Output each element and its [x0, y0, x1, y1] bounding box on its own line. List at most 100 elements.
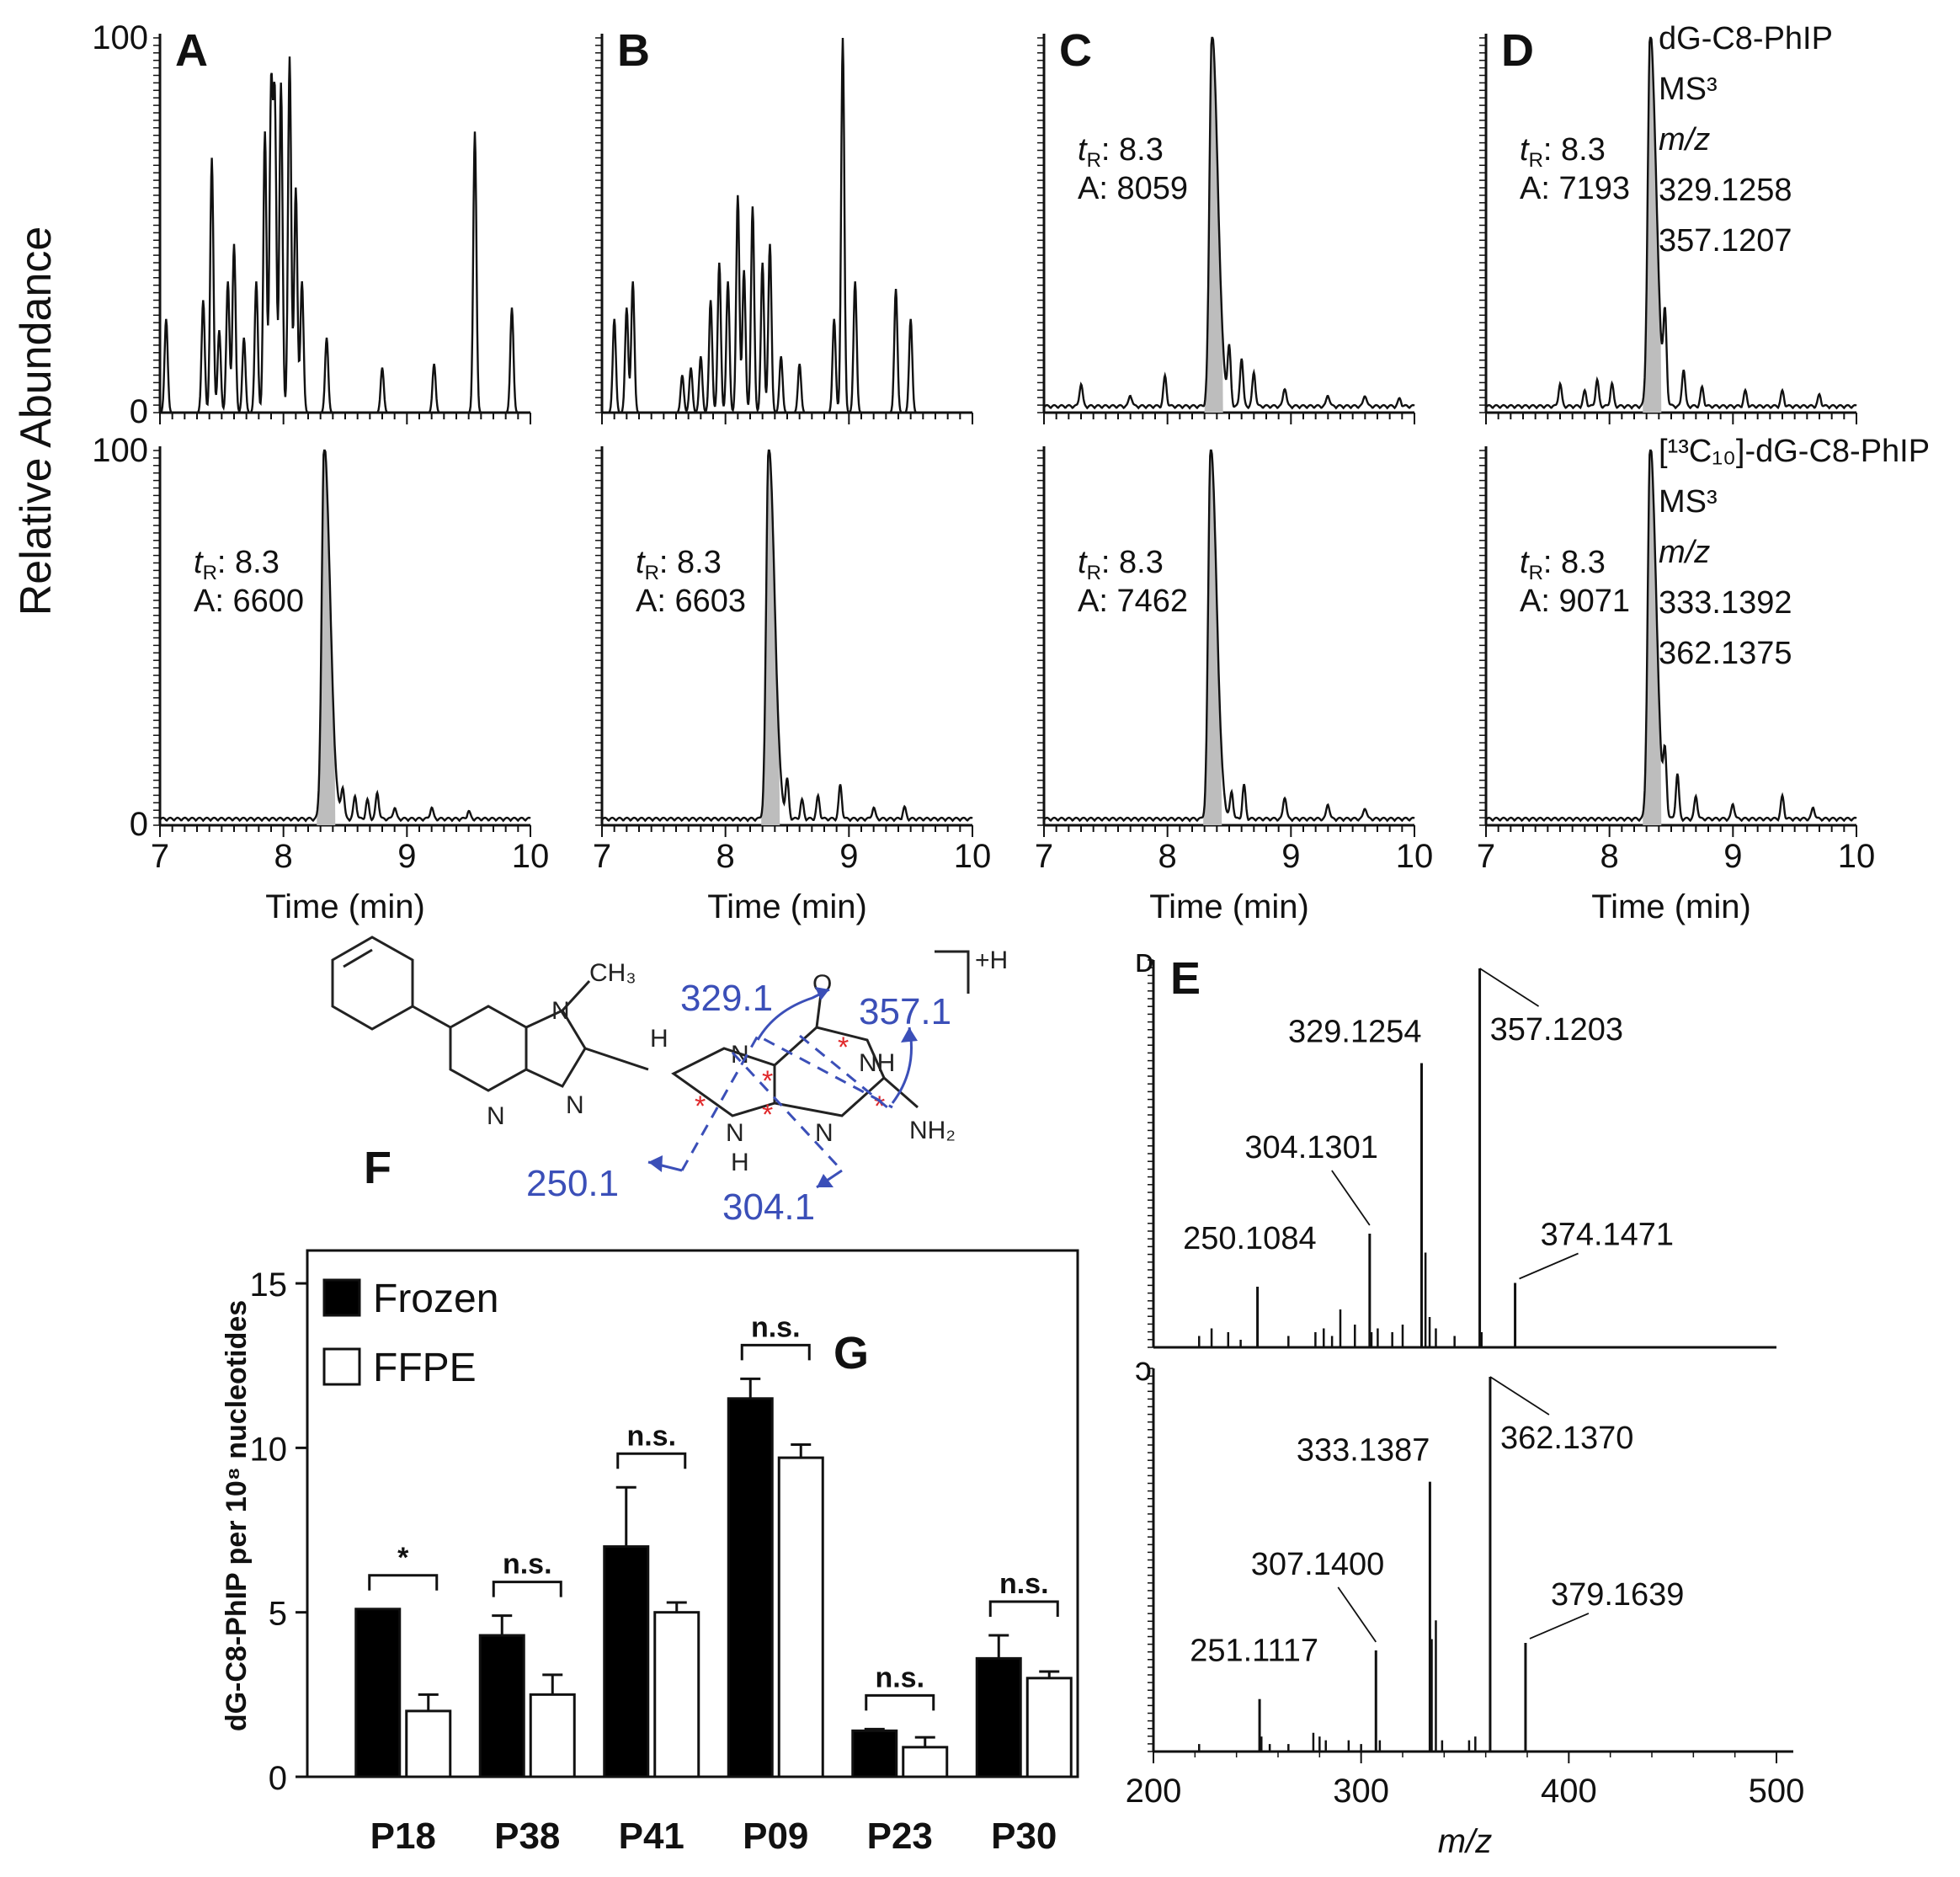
significance-bracket: [492, 1581, 562, 1597]
x-axis-title: Time (min): [265, 888, 425, 925]
y-axis-title: dG-C8-PhIP per 10⁸ nucleotides: [221, 1300, 253, 1731]
x-tick-label: 10: [1838, 838, 1876, 875]
x-tick-label: P09: [743, 1816, 808, 1857]
retention-time-label: tR: 8.3: [1078, 545, 1164, 584]
x-tick-label: 8: [1600, 838, 1619, 875]
bar-ffpe: [653, 1611, 700, 1778]
significance-label: n.s.: [875, 1661, 924, 1693]
x-tick-label: 9: [1723, 838, 1742, 875]
x-tick-label: 8: [274, 838, 293, 875]
x-tick-label: 10: [512, 838, 550, 875]
panel-letter: D: [1501, 25, 1534, 76]
legend-label: FFPE: [373, 1346, 477, 1390]
ion-trace: [602, 37, 972, 414]
peak-mz-label: 250.1084: [1183, 1221, 1317, 1256]
x-tick-label: P41: [619, 1816, 684, 1857]
peak-mz-label: 329.1254: [1288, 1015, 1422, 1050]
atom-n9: N: [726, 1119, 744, 1147]
fragment-250: 250.1: [526, 1163, 619, 1204]
retention-time-label: tR: 8.3: [194, 545, 280, 584]
x-tick-label: 7: [593, 838, 611, 875]
ion-title-line: MS³: [1659, 484, 1718, 520]
x-tick-label: 7: [1477, 838, 1495, 875]
chemical-structure: F CH₃ N N N H O NH N N H N NH₂ * * * * *: [331, 936, 1008, 1228]
legend-swatch: [322, 1347, 361, 1386]
x-tick-label: 10: [1396, 838, 1434, 875]
label-star: *: [762, 1099, 773, 1131]
carbonyl-bond: [815, 993, 823, 1028]
panel-letter: B: [617, 25, 650, 76]
x-tick-label: 9: [839, 838, 858, 875]
imidazole-ring: [525, 1009, 587, 1088]
peak-mz-label: 357.1203: [1490, 1012, 1624, 1048]
x-tick-label: 200: [1126, 1773, 1182, 1810]
bar-frozen: [851, 1729, 898, 1778]
atom-n3: N: [566, 1091, 584, 1119]
x-axis-title: m/z: [1438, 1823, 1492, 1860]
peak-area-fill: [1643, 38, 1662, 413]
peak-area-fill: [1203, 451, 1222, 825]
legend-label: Frozen: [373, 1277, 498, 1321]
ion-title-line: 362.1375: [1659, 636, 1792, 671]
label-star: *: [838, 1032, 849, 1064]
ion-trace: [1485, 36, 1857, 410]
methyl-bond: [561, 979, 591, 1012]
bar-frozen: [975, 1656, 1022, 1778]
ion-trace: [159, 449, 531, 823]
peak-mz-label: 251.1117: [1190, 1634, 1318, 1669]
significance-label: n.s.: [751, 1311, 801, 1343]
atom-n3g: N: [815, 1119, 834, 1147]
bar-ffpe: [405, 1709, 452, 1778]
significance-label: n.s.: [999, 1568, 1049, 1600]
y-tick-label: 0: [269, 1760, 287, 1797]
peak-mz-label: 374.1471: [1541, 1218, 1675, 1253]
significance-label: *: [397, 1542, 409, 1574]
amine-bond: [883, 1076, 919, 1109]
panel-letter: E: [1170, 953, 1201, 1004]
x-tick-label: 9: [397, 838, 416, 875]
ion-trace: [1043, 449, 1415, 823]
x-tick-label: P30: [991, 1816, 1057, 1857]
label-leader: [1489, 1376, 1550, 1416]
significance-bracket: [740, 1343, 811, 1361]
retention-time-label: tR: 8.3: [1078, 132, 1164, 172]
y-axis-title: Relative Abundance: [12, 227, 61, 616]
label-leader: [1519, 1252, 1579, 1280]
spectrum-corner-label: ᴅ: [1135, 942, 1153, 979]
biaryl-bond: [412, 1005, 451, 1029]
x-tick-label: P18: [370, 1816, 436, 1857]
ion-title-line: 333.1392: [1659, 585, 1792, 621]
peak-area-fill: [761, 451, 780, 825]
x-tick-label: 7: [1035, 838, 1053, 875]
ion-title-line: m/z: [1659, 535, 1710, 570]
ion-title-line: 357.1207: [1659, 223, 1792, 259]
peak-area-label: A: 6603: [636, 584, 746, 619]
fragment-357: 357.1: [859, 991, 951, 1032]
peak-mz-label: 307.1400: [1251, 1547, 1385, 1582]
ms3-spectra: Eᴅ 250.1084 304.1301 329.1254 357.1203 374.14…: [1126, 942, 1805, 1860]
peak-area-label: A: 8059: [1078, 171, 1188, 206]
y-tick-label: 100: [92, 432, 148, 469]
panel-letter: G: [834, 1328, 869, 1378]
peak-area-label: A: 7193: [1520, 171, 1630, 206]
y-tick-label: 0: [130, 806, 148, 843]
label-star: *: [874, 1090, 885, 1122]
y-tick-label: 10: [250, 1431, 288, 1468]
ion-title-line: dG-C8-PhIP: [1659, 21, 1833, 56]
peak-mz-label: 379.1639: [1551, 1577, 1685, 1613]
bar-ffpe: [902, 1746, 949, 1778]
label-leader: [1529, 1613, 1590, 1640]
peak-area-fill: [1204, 38, 1223, 413]
ion-trace: [601, 449, 973, 823]
retention-time-label: tR: 8.3: [1520, 132, 1606, 172]
ion-trace: [159, 56, 530, 414]
retention-time-label: tR: 8.3: [1520, 545, 1606, 584]
y-tick-label: 100: [92, 19, 148, 56]
label-leader: [1479, 968, 1540, 1007]
peak-mz-label: 333.1387: [1297, 1433, 1430, 1469]
significance-label: n.s.: [503, 1549, 552, 1581]
ion-trace: [1485, 449, 1857, 823]
retention-time-label: tR: 8.3: [636, 545, 722, 584]
